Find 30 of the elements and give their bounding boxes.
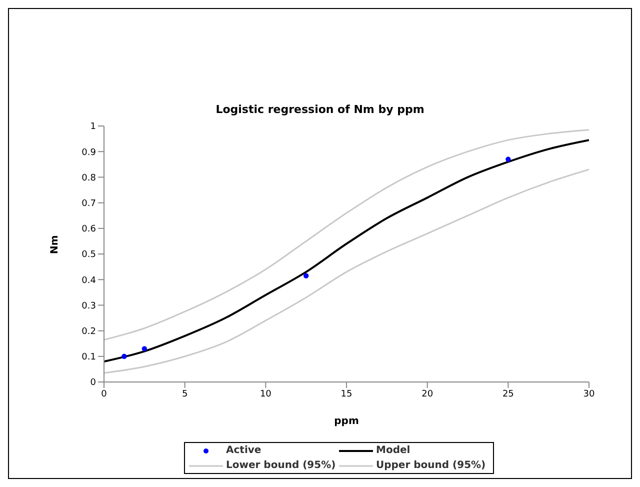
y-tick-label: 0.2 (82, 326, 96, 337)
y-tick-label: 0 (90, 378, 96, 388)
y-tick-label: 0.4 (82, 276, 96, 286)
x-axis-title: ppm (334, 416, 359, 427)
legend-label: Active (226, 445, 262, 456)
x-tick-label: 5 (182, 389, 188, 400)
legend-label: Lower bound (95%) (226, 460, 336, 471)
y-tick-label: 0.8 (82, 173, 96, 184)
x-tick-label: 0 (101, 389, 108, 400)
y-tick-label: 0.5 (82, 250, 96, 260)
y-tick-label: 0.1 (82, 352, 96, 363)
x-tick-label: 20 (422, 389, 434, 400)
y-tick-label: 0.7 (82, 198, 96, 209)
line-series (104, 168, 589, 374)
y-axis-title: Nm (50, 235, 61, 254)
legend-label: Model (376, 445, 410, 456)
y-tick-label: 0.6 (82, 224, 96, 235)
y-tick-label: 0.3 (82, 301, 96, 312)
x-tick-label: 25 (502, 389, 514, 400)
chart-title: Logistic regression of Nm by ppm (214, 103, 426, 116)
point (303, 273, 309, 278)
x-tick-label: 30 (583, 389, 595, 400)
x-tick-label: 15 (340, 389, 352, 400)
legend-label: Upper bound (95%) (376, 460, 486, 471)
x-tick-label: 10 (260, 389, 272, 400)
point (142, 346, 148, 352)
point (506, 156, 511, 162)
point (122, 354, 127, 359)
y-tick-label: 0.9 (82, 148, 96, 158)
y-tick-label: 1 (90, 122, 96, 132)
